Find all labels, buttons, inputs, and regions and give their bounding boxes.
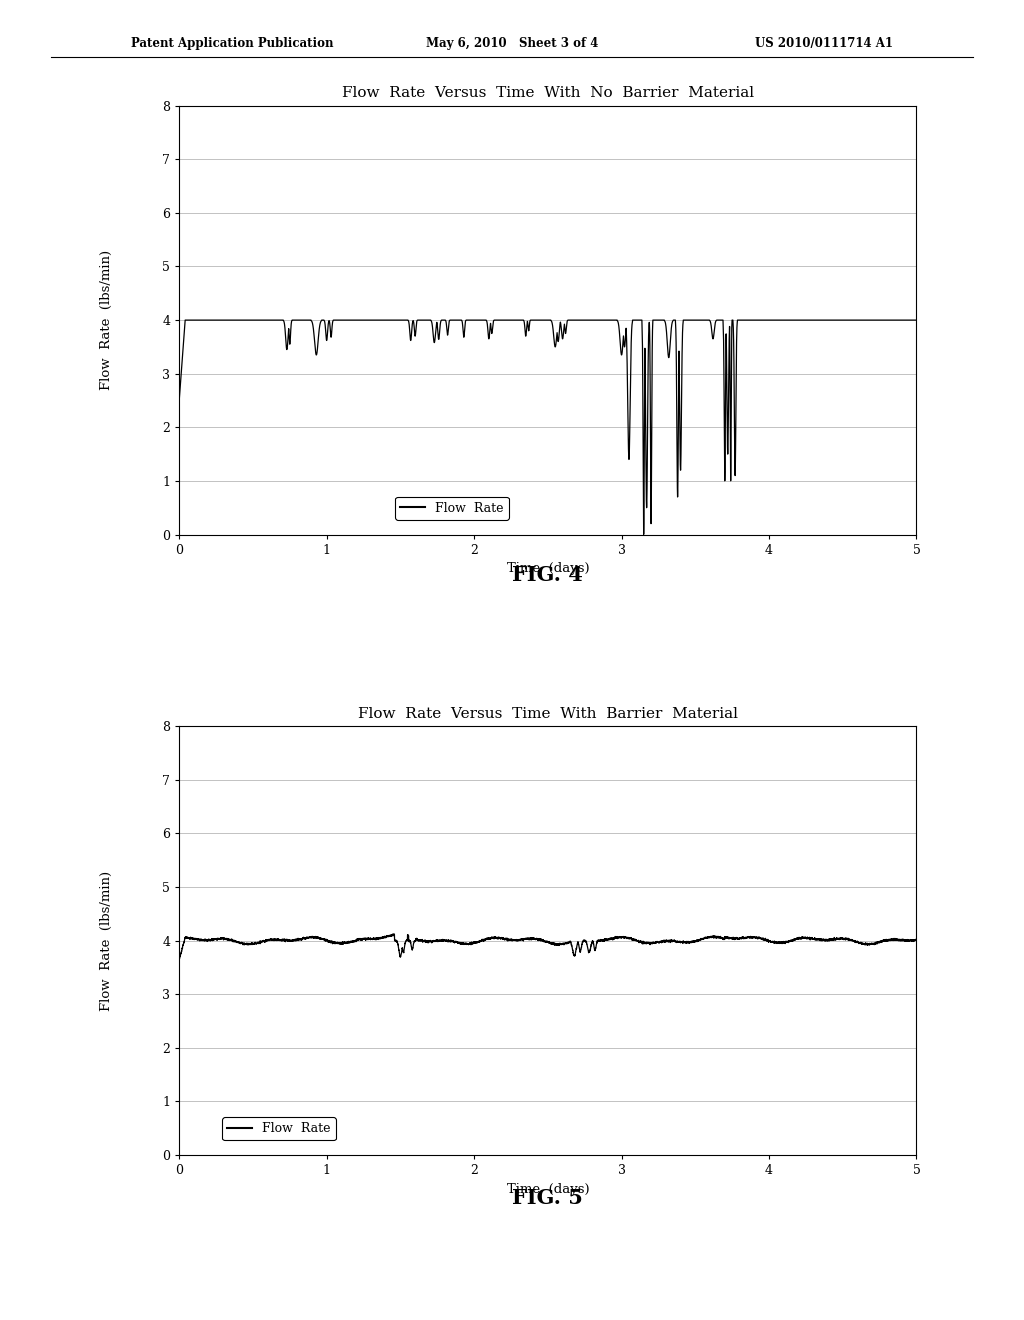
Text: May 6, 2010   Sheet 3 of 4: May 6, 2010 Sheet 3 of 4 bbox=[426, 37, 598, 50]
X-axis label: Time  (days): Time (days) bbox=[507, 562, 589, 576]
Y-axis label: Flow  Rate  (lbs/min): Flow Rate (lbs/min) bbox=[100, 870, 113, 1011]
Legend: Flow  Rate: Flow Rate bbox=[395, 496, 509, 520]
Legend: Flow  Rate: Flow Rate bbox=[222, 1117, 336, 1140]
Title: Flow  Rate  Versus  Time  With  No  Barrier  Material: Flow Rate Versus Time With No Barrier Ma… bbox=[342, 86, 754, 100]
Text: Patent Application Publication: Patent Application Publication bbox=[131, 37, 334, 50]
Text: US 2010/0111714 A1: US 2010/0111714 A1 bbox=[755, 37, 893, 50]
Title: Flow  Rate  Versus  Time  With  Barrier  Material: Flow Rate Versus Time With Barrier Mater… bbox=[357, 706, 738, 721]
X-axis label: Time  (days): Time (days) bbox=[507, 1183, 589, 1196]
Text: FIG. 4: FIG. 4 bbox=[512, 565, 584, 585]
Y-axis label: Flow  Rate  (lbs/min): Flow Rate (lbs/min) bbox=[100, 249, 113, 391]
Text: FIG. 5: FIG. 5 bbox=[512, 1188, 584, 1208]
